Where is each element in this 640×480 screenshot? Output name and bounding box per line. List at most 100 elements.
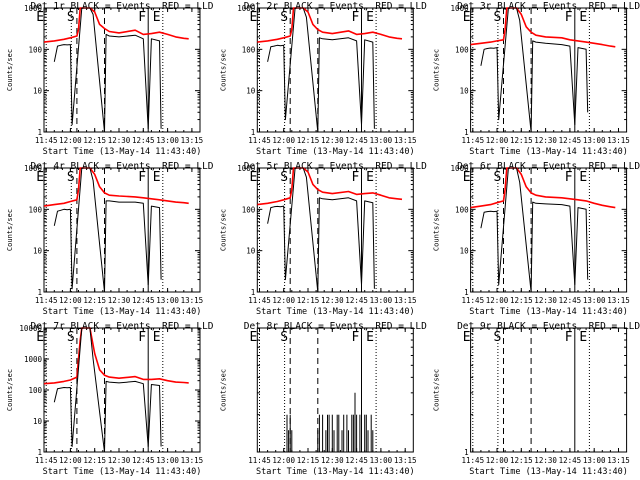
plot-frame (43, 7, 201, 133)
x-tick-label: 13:00 (156, 296, 179, 305)
y-tick-label: 10 (246, 87, 256, 96)
marker-label: E (36, 10, 44, 25)
marker-label: S (494, 10, 502, 25)
y-tick-label: 100 (455, 45, 469, 54)
y-tick-label: 1 (251, 128, 256, 137)
marker-label: F (352, 330, 360, 345)
y-tick-label: 100 (28, 45, 42, 54)
events-series-line (267, 7, 375, 133)
x-tick-label: 12:30 (534, 136, 557, 145)
plot-frame (470, 7, 628, 133)
x-tick-label: 12:15 (297, 456, 320, 465)
marker-label: F (565, 10, 573, 25)
y-tick-label: 100 (28, 386, 42, 395)
x-tick-label: 12:15 (510, 136, 533, 145)
y-tick-label: 10 (460, 87, 470, 96)
chart-panel: Det 3r BLACK = Events, RED = LLD Counts/s… (433, 1, 640, 157)
chart-title: Det 6r BLACK = Events, RED = LLD (457, 161, 640, 172)
x-tick-label: 11:45 (248, 296, 271, 305)
chart-title: Det 2r BLACK = Events, RED = LLD (244, 1, 427, 12)
lld-series-line (43, 7, 189, 43)
events-series-line (267, 167, 375, 293)
x-tick-label: 12:45 (132, 136, 155, 145)
y-tick-label: 1000 (24, 4, 43, 13)
x-tick-label: 12:30 (321, 296, 344, 305)
chart-title: Det 5r BLACK = Events, RED = LLD (244, 161, 427, 172)
x-tick-label: 12:00 (59, 136, 82, 145)
x-tick-label: 11:45 (248, 136, 271, 145)
x-tick-label: 12:15 (83, 136, 106, 145)
marker-label: E (153, 330, 161, 345)
x-tick-label: 13:15 (394, 456, 417, 465)
x-tick-label: 12:15 (83, 456, 106, 465)
events-series-line (480, 167, 589, 293)
marker-label: S (67, 330, 75, 345)
marker-label: E (250, 10, 258, 25)
y-axis-label: Counts/sec (6, 209, 14, 251)
x-tick-label: 12:30 (108, 296, 131, 305)
y-tick-label: 100 (242, 45, 256, 54)
x-tick-label: 12:30 (108, 136, 131, 145)
x-tick-label: 12:30 (321, 456, 344, 465)
marker-label: E (153, 10, 161, 25)
x-tick-label: 13:15 (181, 296, 204, 305)
x-tick-label: 12:30 (534, 296, 557, 305)
chart-panel: Det 9r BLACK = Events, RED = LLD Counts/s… (433, 321, 640, 477)
marker-label: E (366, 330, 374, 345)
x-tick-label: 11:45 (35, 136, 58, 145)
y-tick-label: 1 (251, 288, 256, 297)
chart-title: Det 4r BLACK = Events, RED = LLD (30, 161, 213, 172)
y-axis-label: Counts/sec (6, 369, 14, 411)
marker-label: F (138, 330, 146, 345)
chart-title: Det 8r BLACK = Events, RED = LLD (244, 321, 427, 332)
x-tick-label: 11:45 (248, 456, 271, 465)
y-tick-label: 10000 (19, 324, 42, 333)
chart-panel: Det 7r BLACK = Events, RED = LLD Counts/s… (6, 321, 214, 477)
y-tick-label: 1 (464, 288, 469, 297)
y-tick-label: 1 (464, 448, 469, 457)
y-axis-label: Counts/sec (219, 49, 227, 91)
events-series-line (53, 7, 162, 133)
chart-panel: Det 5r BLACK = Events, RED = LLD Counts/s… (219, 161, 427, 317)
y-tick-label: 10 (460, 247, 470, 256)
plot-frame (470, 327, 628, 453)
x-tick-label: 13:15 (394, 136, 417, 145)
chart-panel: Det 4r BLACK = Events, RED = LLD Counts/s… (6, 161, 214, 317)
x-tick-label: 13:00 (370, 456, 393, 465)
x-tick-label: 12:00 (272, 296, 295, 305)
marker-label: S (67, 10, 75, 25)
x-tick-label: 13:15 (394, 296, 417, 305)
y-tick-label: 100 (242, 205, 256, 214)
x-tick-label: 13:15 (607, 296, 630, 305)
y-tick-label: 10 (33, 87, 43, 96)
marker-label: F (565, 330, 573, 345)
chart-title: Det 9r BLACK = Events, RED = LLD (457, 321, 640, 332)
x-tick-label: 12:30 (108, 456, 131, 465)
x-tick-label: 13:00 (156, 456, 179, 465)
y-axis-label: Counts/sec (433, 49, 441, 91)
x-axis-label: Start Time (13-May-14 11:43:40) (43, 307, 202, 317)
marker-label: F (352, 170, 360, 185)
marker-label: E (250, 170, 258, 185)
marker-label: F (352, 10, 360, 25)
x-tick-label: 12:00 (486, 296, 509, 305)
marker-label: S (280, 170, 288, 185)
x-tick-label: 11:45 (462, 136, 485, 145)
marker-label: S (280, 330, 288, 345)
lld-series-line (257, 7, 403, 43)
chart-panel: Det 1r BLACK = Events, RED = LLD Counts/s… (6, 1, 214, 157)
x-axis-label: Start Time (13-May-14 11:43:40) (469, 307, 628, 317)
x-axis-label: Start Time (13-May-14 11:43:40) (256, 307, 415, 317)
chart-panel: Det 2r BLACK = Events, RED = LLD Counts/s… (219, 1, 427, 157)
x-tick-label: 12:00 (272, 456, 295, 465)
marker-label: F (138, 10, 146, 25)
plot-frame (43, 327, 201, 453)
x-axis-label: Start Time (13-May-14 11:43:40) (43, 467, 202, 477)
plot-frame (256, 167, 414, 293)
x-tick-label: 13:15 (181, 136, 204, 145)
y-tick-label: 10 (33, 247, 43, 256)
x-tick-label: 12:15 (297, 296, 320, 305)
x-tick-label: 11:45 (462, 456, 485, 465)
x-tick-label: 13:15 (181, 456, 204, 465)
x-tick-label: 12:30 (534, 456, 557, 465)
